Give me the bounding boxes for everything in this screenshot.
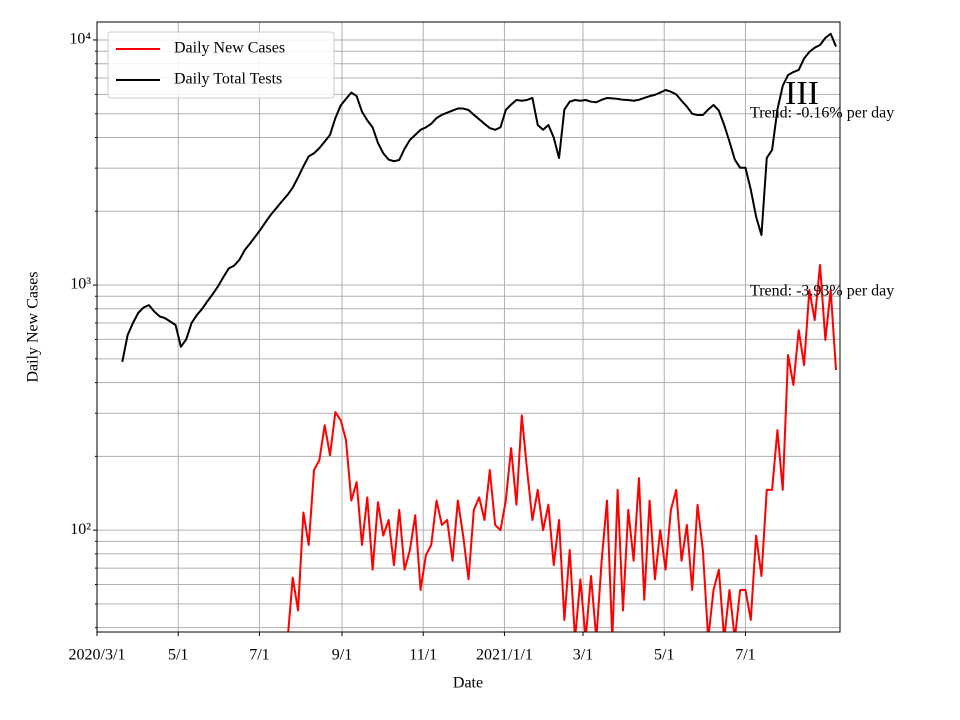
x-tick-label: 7/1 — [249, 647, 269, 664]
series-line — [121, 32, 837, 363]
x-tick-label: 7/1 — [735, 647, 755, 664]
plot-lines — [121, 32, 838, 632]
y-axis-label: Daily New Cases — [25, 271, 42, 382]
y-tick-label: 10⁴ — [69, 31, 91, 48]
y-tick-label: 10³ — [70, 276, 91, 293]
y-tick-label: 10² — [70, 521, 91, 538]
x-tick-label: 5/1 — [168, 647, 188, 664]
x-tick-label: 3/1 — [573, 647, 593, 664]
plot-frame — [96, 21, 841, 633]
annotation: III — [785, 75, 819, 112]
grid — [96, 22, 840, 632]
x-tick-label: 2020/3/1 — [69, 647, 126, 664]
legend-label: Daily Total Tests — [174, 71, 282, 88]
x-tick-label: 5/1 — [654, 647, 674, 664]
annotation: Trend: -0.16% per day — [750, 105, 894, 122]
series-line — [287, 264, 838, 632]
x-axis-label: Date — [453, 675, 483, 692]
x-tick-label: 11/1 — [409, 647, 437, 664]
annotation: Trend: -3.93% per day — [750, 283, 894, 300]
x-tick-label: 2021/1/1 — [476, 647, 533, 664]
x-tick-label: 9/1 — [332, 647, 352, 664]
legend-label: Daily New Cases — [174, 40, 285, 57]
legend-box — [107, 31, 335, 99]
legend: Daily New Cases Daily Total Tests — [107, 31, 335, 99]
